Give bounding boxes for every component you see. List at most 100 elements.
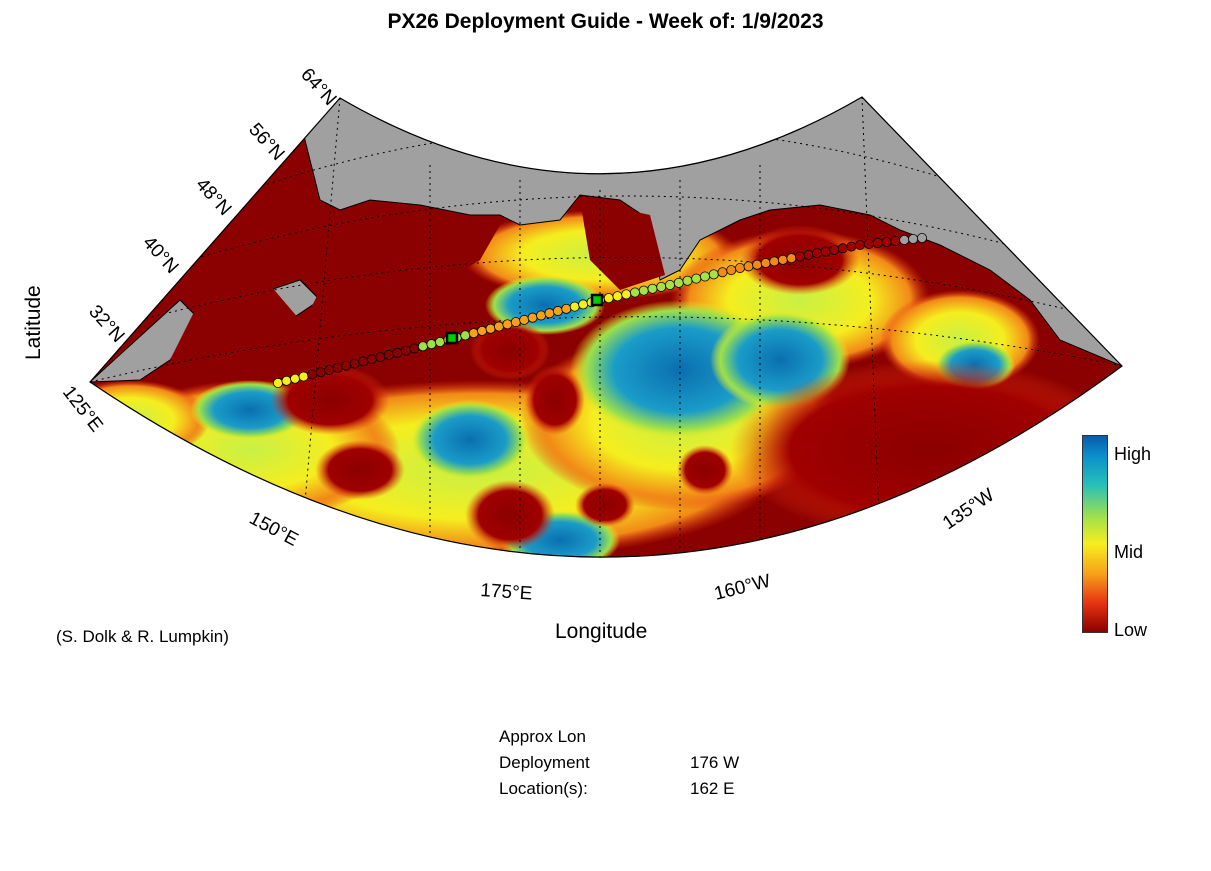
track-point	[307, 369, 318, 380]
track-point	[561, 303, 572, 314]
deployment-location-2: 162 E	[690, 779, 735, 798]
track-point	[460, 330, 471, 341]
track-point	[820, 246, 831, 257]
track-point	[290, 373, 301, 384]
track-point	[795, 251, 806, 262]
ocean-field	[90, 97, 1122, 558]
track-point	[519, 314, 530, 325]
deployment-marker-1	[445, 331, 459, 345]
track-point	[324, 365, 335, 376]
deployment-values: 176 W 162 E	[690, 750, 739, 802]
lon-tick-160w: 160°W	[712, 571, 773, 605]
lat-tick-64n: 64°N	[296, 64, 340, 110]
deployment-info: Approx Lon Deployment Location(s):	[499, 724, 590, 802]
track-point	[735, 262, 746, 273]
track-point	[708, 269, 719, 280]
deployment-location-1: 176 W	[690, 753, 740, 772]
track-point	[332, 362, 343, 373]
track-point	[803, 249, 814, 260]
lon-tick-150e: 150°E	[246, 508, 302, 551]
track-point	[881, 236, 892, 247]
track-point	[315, 367, 326, 378]
track-point	[392, 347, 403, 358]
track-point	[855, 239, 866, 250]
track-point	[434, 336, 445, 347]
track-point	[890, 235, 901, 246]
track-point	[612, 291, 623, 302]
lon-tick-135w: 135°W	[939, 485, 998, 534]
track-point	[786, 253, 797, 264]
deployment-heading-1: Approx Lon	[499, 727, 586, 746]
track-point	[743, 261, 754, 272]
track-point	[366, 354, 377, 365]
track-point	[272, 377, 283, 388]
track-point	[717, 267, 728, 278]
track-point	[375, 352, 386, 363]
track-point	[647, 283, 658, 294]
deployment-marker-2	[590, 293, 604, 307]
track-point	[682, 275, 693, 286]
track-point	[621, 289, 632, 300]
track-point	[846, 241, 857, 252]
colorbar-mid-label: Mid	[1114, 542, 1144, 562]
track-point	[917, 232, 928, 243]
track-point	[400, 345, 411, 356]
track-point	[863, 238, 874, 249]
track-point	[468, 328, 479, 339]
lat-tick-32n: 32°N	[84, 301, 128, 347]
track-point	[837, 243, 848, 254]
track-point	[872, 237, 883, 248]
graticule	[90, 97, 1122, 558]
y-axis-label: Latitude	[22, 285, 45, 360]
track-point	[630, 287, 641, 298]
track-point	[899, 234, 910, 245]
track-point	[477, 325, 488, 336]
page-title: PX26 Deployment Guide - Week of: 1/9/202…	[387, 10, 824, 33]
lon-tick-175e: 175°E	[480, 580, 533, 605]
track-point	[812, 248, 823, 259]
track-point	[603, 293, 614, 304]
track-point	[908, 233, 919, 244]
track-point	[700, 271, 711, 282]
colorbar-low-label: Low	[1114, 620, 1148, 640]
track-point	[673, 277, 684, 288]
track-point	[510, 317, 521, 328]
track-point	[417, 341, 428, 352]
deployment-heading-2: Deployment	[499, 753, 590, 772]
track-point	[726, 265, 737, 276]
colorbar	[1082, 435, 1108, 633]
track-point	[578, 299, 589, 310]
track-point	[383, 349, 394, 360]
track-point	[281, 375, 292, 386]
track-point	[569, 301, 580, 312]
track-point	[493, 321, 504, 332]
colorbar-high-label: High	[1114, 444, 1152, 464]
track-point	[426, 339, 437, 350]
track-point	[409, 343, 420, 354]
track-point	[760, 258, 771, 269]
track-point	[485, 323, 496, 334]
credit-text: (S. Dolk & R. Lumpkin)	[56, 627, 229, 646]
x-axis-label: Longitude	[555, 620, 648, 643]
lon-tick-125e: 125°E	[58, 382, 107, 436]
track-point	[298, 371, 309, 382]
track-point	[665, 279, 676, 290]
track-point	[777, 254, 788, 265]
track-point	[656, 281, 667, 292]
track-point	[349, 358, 360, 369]
deployment-track	[272, 232, 928, 388]
track-point	[502, 319, 513, 330]
track-point	[752, 259, 763, 270]
lat-tick-40n: 40°N	[138, 232, 182, 278]
track-point	[638, 285, 649, 296]
track-point	[358, 356, 369, 367]
track-point	[527, 312, 538, 323]
track-point	[769, 256, 780, 267]
track-point	[536, 310, 547, 321]
track-point	[341, 360, 352, 371]
deployment-heading-3: Location(s):	[499, 779, 588, 798]
track-point	[552, 306, 563, 317]
lat-tick-56n: 56°N	[244, 119, 288, 165]
lat-tick-48n: 48°N	[191, 174, 235, 220]
